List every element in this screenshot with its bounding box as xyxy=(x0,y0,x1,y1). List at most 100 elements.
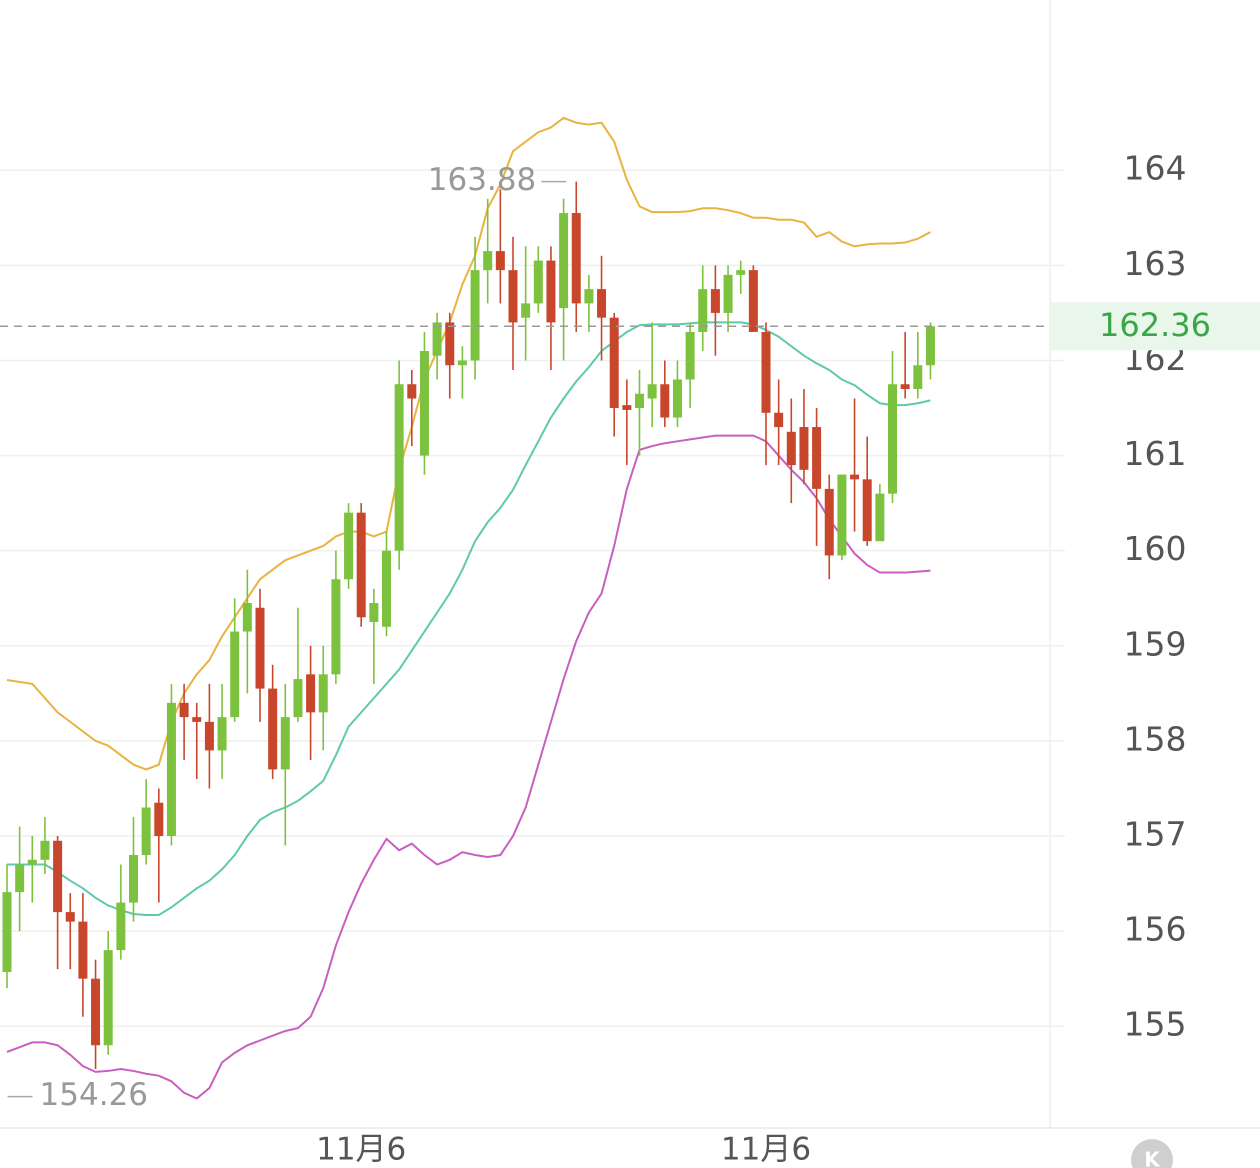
candle-body xyxy=(457,360,467,366)
candle-body xyxy=(533,260,543,304)
candle-body xyxy=(559,213,569,309)
candle xyxy=(445,312,455,399)
candle-body xyxy=(774,412,784,428)
candle xyxy=(470,236,480,380)
candle xyxy=(660,360,670,428)
y-tick-label: 164 xyxy=(1124,149,1187,188)
candle-body xyxy=(192,717,202,722)
candle xyxy=(27,836,37,903)
candle-body xyxy=(913,365,923,389)
candle xyxy=(242,569,252,694)
corner-button[interactable]: K xyxy=(1131,1139,1173,1168)
y-tick-label: 158 xyxy=(1124,719,1187,758)
candle xyxy=(331,550,341,684)
candle xyxy=(394,360,404,570)
candle xyxy=(495,189,505,304)
candle xyxy=(40,816,50,875)
candle xyxy=(546,246,556,370)
x-tick-label: 11月6 xyxy=(316,1132,406,1168)
candle xyxy=(344,503,354,589)
candle xyxy=(255,588,265,722)
candle xyxy=(129,816,138,922)
candle xyxy=(559,198,569,361)
candle xyxy=(116,864,126,960)
high-marker-label: 163.88 xyxy=(428,162,536,198)
candle xyxy=(672,360,682,428)
candle-body xyxy=(369,602,379,623)
candle-body xyxy=(546,260,556,323)
candle xyxy=(609,312,619,437)
band-line xyxy=(6,116,931,771)
candle-body xyxy=(622,405,632,410)
candle-body xyxy=(27,859,37,865)
candle-body xyxy=(698,289,708,332)
candle-body xyxy=(280,717,290,770)
candle-body xyxy=(116,902,126,951)
candle-body xyxy=(166,702,176,837)
corner-button-circle xyxy=(1131,1139,1173,1168)
candle xyxy=(91,959,101,1070)
candle-body xyxy=(204,721,214,751)
candle xyxy=(925,322,935,380)
candle xyxy=(685,322,695,409)
candle-body xyxy=(65,912,75,922)
candle-body xyxy=(723,274,733,313)
candle xyxy=(419,331,429,475)
candle xyxy=(141,778,151,865)
candle-body xyxy=(419,350,429,456)
candle-body xyxy=(685,331,695,380)
candle xyxy=(622,379,632,466)
candle xyxy=(723,265,733,332)
candle xyxy=(192,702,202,779)
candle xyxy=(799,388,809,485)
band-line xyxy=(6,434,931,1100)
candle xyxy=(369,588,379,684)
candle-body xyxy=(344,512,354,580)
candle xyxy=(293,607,303,722)
candle xyxy=(913,331,923,399)
candle xyxy=(204,683,214,789)
candle xyxy=(888,350,897,504)
candle xyxy=(53,836,63,970)
candle-body xyxy=(15,864,25,893)
candle-body xyxy=(255,607,265,689)
candle-body xyxy=(495,251,505,271)
candle xyxy=(837,474,847,561)
candle xyxy=(432,312,442,380)
y-tick-label: 160 xyxy=(1124,529,1187,568)
candle xyxy=(748,265,758,332)
candle-body xyxy=(635,393,644,409)
candle-body xyxy=(217,717,227,751)
candle-body xyxy=(445,322,455,366)
candle-body xyxy=(925,326,935,366)
candle xyxy=(812,408,822,546)
x-tick-label: 11月6 xyxy=(721,1132,811,1168)
candle-body xyxy=(268,688,278,770)
candle xyxy=(508,236,518,370)
candle-body xyxy=(242,602,252,632)
candle xyxy=(483,198,493,304)
candle-body xyxy=(40,840,50,860)
candle xyxy=(761,322,771,466)
candle-body xyxy=(824,488,834,556)
y-tick-label: 155 xyxy=(1124,1005,1187,1044)
candle-body xyxy=(862,479,872,542)
candle xyxy=(900,331,910,399)
candle-body xyxy=(710,289,720,313)
low-marker-label: 154.26 xyxy=(40,1077,148,1113)
candle-body xyxy=(508,270,518,323)
candle-body xyxy=(179,702,189,718)
candle-body xyxy=(888,384,897,494)
candle xyxy=(230,598,240,722)
candle xyxy=(382,531,391,637)
candle-body xyxy=(382,550,391,627)
candle xyxy=(78,893,88,1017)
last-price-box xyxy=(1050,302,1260,351)
candle-body xyxy=(2,892,12,973)
candle-body xyxy=(900,384,910,389)
candle xyxy=(154,788,164,903)
candle-body xyxy=(394,384,404,551)
candle xyxy=(407,369,417,447)
candle xyxy=(179,683,189,760)
